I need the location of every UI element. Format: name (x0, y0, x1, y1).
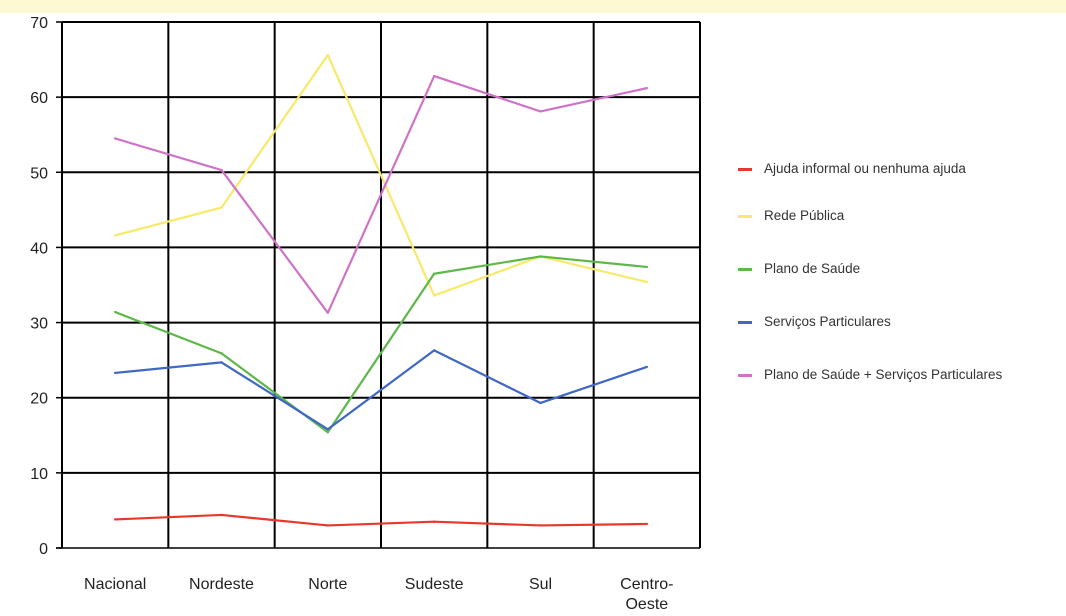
x-tick-label-5: Centro-Oeste (620, 576, 673, 613)
x-tick-label-4: Sul (529, 576, 552, 593)
series-line-3 (115, 349, 648, 431)
x-tick-label-3: Sudeste (405, 576, 464, 593)
series-4-point-0 (113, 137, 117, 140)
series-layer (113, 53, 649, 527)
series-1-point-1 (220, 206, 223, 209)
series-3-point-3 (432, 349, 436, 352)
series-1-point-2 (326, 53, 330, 57)
series-4-point-4 (539, 110, 542, 113)
legend-item-4: Plano de Saúde + Serviços Particulares (738, 366, 1014, 384)
y-tick-label-70: 70 (30, 15, 48, 32)
series-line-4 (114, 75, 648, 314)
legend-item-0: Ajuda informal ou nenhuma ajuda (738, 160, 1054, 178)
series-3-point-4 (539, 401, 542, 405)
legend-swatch-2 (738, 268, 752, 271)
series-0-point-0 (113, 518, 117, 521)
legend-label-2: Plano de Saúde (764, 261, 861, 276)
series-3-point-0 (113, 371, 117, 375)
legend-item-2: Plano de Saúde (738, 260, 1054, 278)
legend-label-1: Rede Pública (764, 208, 845, 223)
y-tick-label-0: 0 (39, 541, 48, 558)
y-tick-label-20: 20 (30, 391, 48, 408)
x-tick-label-1: Nordeste (189, 576, 254, 593)
legend-swatch-3 (738, 321, 752, 324)
x-tick-label-0: Nacional (84, 576, 146, 593)
series-0-point-5 (645, 522, 649, 526)
series-0-point-1 (220, 513, 223, 517)
series-1-point-3 (432, 294, 436, 297)
x-tick-label-2: Norte (308, 576, 347, 593)
series-2-point-3 (432, 272, 436, 275)
legend-swatch-4 (738, 374, 752, 377)
series-1-point-5 (645, 280, 649, 284)
top-band (0, 0, 1066, 13)
series-4-point-3 (432, 74, 436, 78)
series-3-point-2 (326, 428, 330, 431)
series-line-2 (114, 255, 647, 434)
legend-item-1: Rede Pública (738, 207, 1054, 225)
series-2-point-4 (539, 255, 542, 258)
y-tick-label-40: 40 (30, 240, 48, 257)
series-1-point-0 (113, 234, 117, 237)
axis-layer: 0 10 20 30 40 50 60 70 Nacional Nordeste Norte Sude… (30, 15, 700, 613)
y-tick-label-10: 10 (30, 466, 48, 483)
legend-label-0: Ajuda informal ou nenhuma ajuda (764, 161, 966, 176)
series-2-point-2 (326, 431, 330, 434)
series-4-point-2 (326, 311, 330, 315)
legend-swatch-1 (738, 215, 752, 218)
legend-label-3: Serviços Particulares (764, 314, 891, 329)
series-2-point-1 (220, 352, 223, 355)
series-line-0 (115, 513, 647, 527)
grid-layer (61, 21, 701, 548)
legend-label-4: Plano de Saúde + Serviços Particulares (764, 367, 1003, 382)
series-4-point-1 (220, 168, 223, 172)
y-tick-label-50: 50 (30, 165, 48, 182)
y-tick-label-30: 30 (30, 316, 48, 333)
series-2-point-0 (113, 310, 117, 314)
series-0-point-4 (539, 524, 542, 527)
series-0-point-3 (432, 520, 436, 523)
series-line-1 (114, 53, 648, 297)
y-tick-label-60: 60 (30, 90, 48, 107)
series-4-point-5 (645, 86, 649, 90)
series-2-point-5 (645, 265, 649, 269)
series-3-point-5 (645, 365, 649, 369)
legend-swatch-0 (738, 168, 752, 171)
series-3-point-1 (220, 361, 223, 364)
series-0-point-2 (326, 524, 330, 527)
legend-item-3: Serviços Particulares (738, 313, 1054, 331)
